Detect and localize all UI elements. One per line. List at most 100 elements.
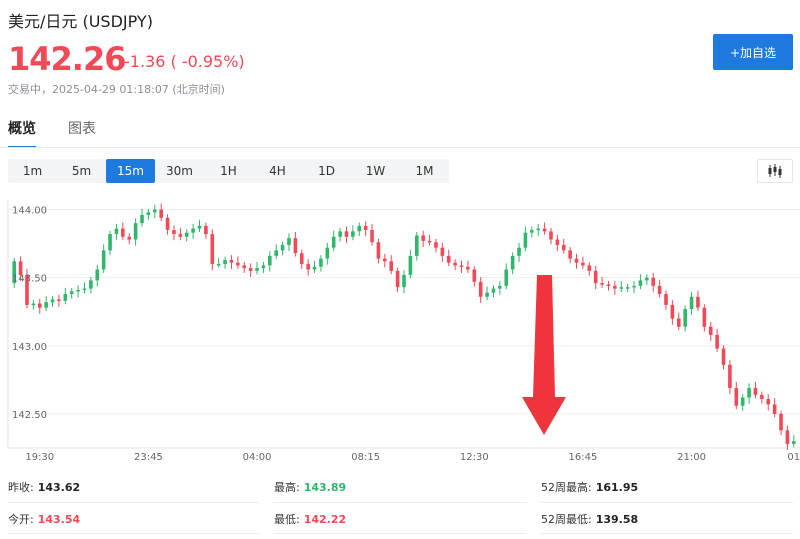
- candle-body: [427, 240, 432, 243]
- candle-body: [561, 244, 566, 251]
- stat-label: 最高:: [274, 481, 300, 494]
- interval-4h[interactable]: 4H: [269, 164, 286, 178]
- candle-body: [523, 232, 528, 248]
- stat-divider: [274, 502, 526, 503]
- stat-value: 143.62: [37, 480, 81, 494]
- add-watchlist-button[interactable]: +加自选: [713, 34, 793, 70]
- x-tick-label: 19:30: [25, 452, 54, 463]
- interval-1mo[interactable]: 1M: [415, 164, 434, 178]
- stat-value: 161.95: [595, 480, 639, 494]
- candle-body: [108, 234, 112, 251]
- interval-5m[interactable]: 5m: [71, 164, 92, 178]
- candle-body: [632, 285, 636, 288]
- candle-body: [383, 258, 387, 262]
- candle-body: [676, 318, 681, 327]
- candle-body: [408, 255, 413, 275]
- candle-body: [76, 289, 80, 292]
- candle-body: [747, 388, 751, 398]
- candle-body: [657, 285, 662, 295]
- candle-body: [236, 262, 240, 266]
- stat-high: 最高: 143.89: [274, 479, 346, 495]
- tab-chart[interactable]: 图表: [68, 121, 96, 137]
- stat-divider: [8, 502, 260, 503]
- candle-body: [683, 309, 687, 327]
- stat-label: 52周最高:: [541, 481, 592, 494]
- x-tick-label: 01:...: [787, 452, 800, 463]
- candle-body: [395, 270, 400, 288]
- candle-body: [216, 264, 221, 266]
- candle-body: [255, 268, 259, 271]
- stat-value: 139.58: [595, 512, 639, 526]
- candle-body: [581, 262, 585, 266]
- candle-body: [466, 266, 470, 270]
- candle-body: [229, 259, 234, 263]
- candle-body: [25, 274, 29, 305]
- y-tick-label: 143.50: [12, 274, 47, 285]
- candle-body: [210, 234, 215, 265]
- candle-body: [708, 326, 713, 335]
- interval-30m[interactable]: 30m: [166, 164, 193, 178]
- candle-body: [491, 288, 496, 293]
- interval-15m[interactable]: 15m: [106, 159, 155, 183]
- candle-body: [645, 277, 649, 281]
- interval-1h[interactable]: 1H: [220, 164, 237, 178]
- interval-1d[interactable]: 1D: [318, 164, 335, 178]
- candle-body: [504, 269, 509, 286]
- candle-body: [753, 388, 758, 395]
- interval-1m[interactable]: 1m: [22, 164, 43, 178]
- tab-overview[interactable]: 概览: [8, 118, 36, 148]
- x-tick-label: 23:45: [134, 452, 163, 463]
- candle-body: [89, 280, 93, 289]
- stat-divider: [541, 502, 793, 503]
- candle-body: [299, 253, 304, 265]
- candle-body: [651, 277, 656, 286]
- candle-body: [485, 292, 489, 297]
- candle-body: [779, 413, 783, 431]
- candle-body: [478, 281, 483, 297]
- stat-value: 143.89: [303, 480, 347, 494]
- candle-body: [37, 303, 42, 308]
- candle-body: [689, 296, 694, 310]
- interval-1w[interactable]: 1W: [365, 164, 386, 178]
- stat-open: 今开: 143.54: [8, 511, 80, 527]
- candle-body: [172, 229, 176, 235]
- candle-body: [421, 235, 425, 241]
- stat-low: 最低: 142.22: [274, 511, 346, 527]
- candle-body: [184, 232, 189, 237]
- candle-body: [331, 236, 336, 248]
- candle-body: [702, 307, 707, 327]
- candle-body: [82, 288, 87, 291]
- candle-body: [696, 296, 700, 308]
- candle-body: [223, 259, 227, 265]
- candle-body: [12, 261, 16, 284]
- candlestick-icon: [768, 164, 782, 178]
- candle-body: [204, 225, 208, 235]
- stat-prev-close: 昨收: 143.62: [8, 479, 80, 495]
- stat-label: 昨收:: [8, 481, 34, 494]
- candle-body: [772, 404, 777, 414]
- candle-body: [63, 294, 68, 301]
- candle-body: [536, 228, 540, 231]
- tab-bar: 概览 图表: [8, 118, 96, 148]
- candle-body: [587, 265, 592, 271]
- candle-body: [306, 264, 310, 270]
- candle-body: [293, 238, 298, 254]
- x-tick-label: 08:15: [351, 452, 380, 463]
- candle-body: [792, 441, 796, 444]
- candlestick-chart[interactable]: 144.00 143.50 143.00 142.50 19:30 23:45 04:00…: [0, 194, 800, 464]
- candle-body: [440, 247, 445, 256]
- candle-body: [44, 302, 48, 308]
- x-tick-label: 21:00: [677, 452, 706, 463]
- candle-body: [18, 261, 23, 275]
- current-price: 142.26: [8, 40, 126, 78]
- candle-body: [530, 229, 534, 233]
- candle-body: [760, 394, 764, 399]
- candle-body: [446, 255, 451, 263]
- candle-body: [715, 334, 719, 349]
- candle-body: [606, 284, 611, 286]
- candle-body: [549, 231, 553, 240]
- chart-type-button[interactable]: [757, 159, 793, 183]
- candle-body: [69, 291, 74, 295]
- candle-body: [619, 287, 624, 289]
- candle-body: [459, 265, 464, 267]
